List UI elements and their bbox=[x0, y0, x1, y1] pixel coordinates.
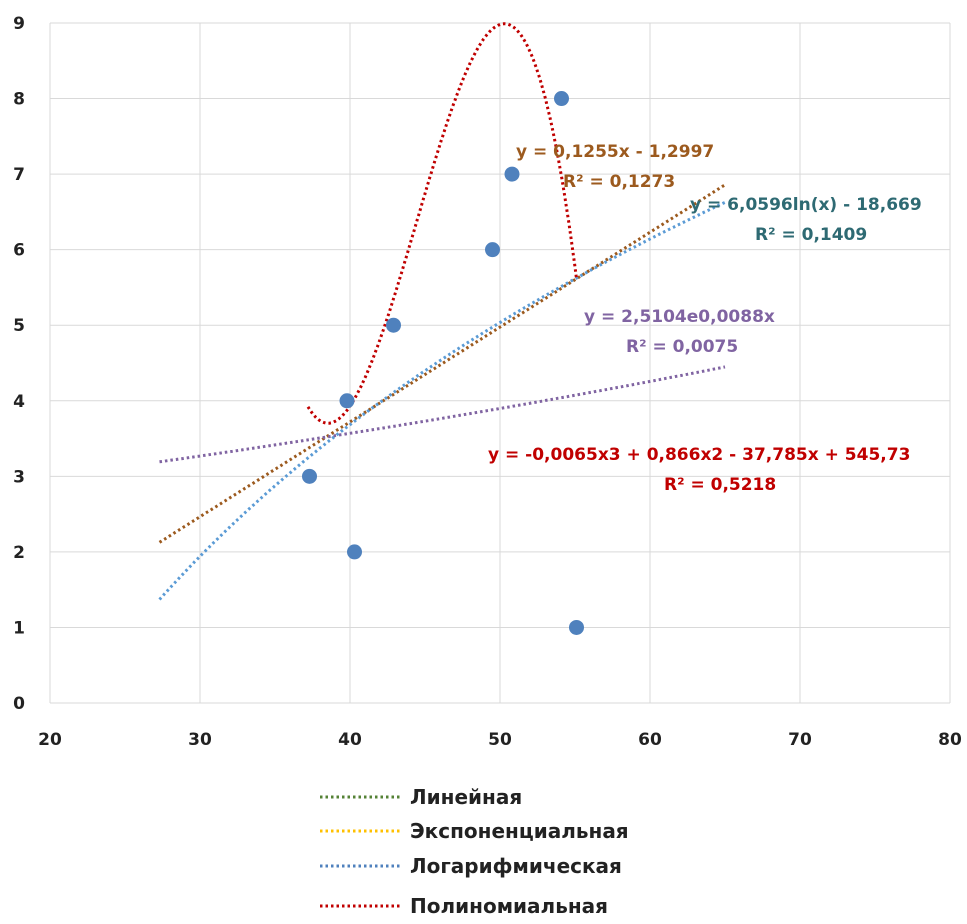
log-r2-label: R² = 0,1409 bbox=[755, 225, 867, 245]
x-tick-label-3: 50 bbox=[488, 730, 512, 750]
y-tick-label-4: 4 bbox=[13, 392, 25, 412]
data-point-2 bbox=[347, 544, 362, 560]
data-point-0 bbox=[302, 468, 317, 484]
y-tick-label-5: 5 bbox=[13, 316, 25, 336]
log-equation-label: y = 6,0596ln(x) - 18,669 bbox=[690, 195, 922, 215]
legend-label-poly: Полиномиальная bbox=[410, 894, 608, 918]
legend-label-exp: Экспоненциальная bbox=[410, 819, 629, 843]
y-tick-label-8: 8 bbox=[13, 90, 25, 110]
y-tick-label-1: 1 bbox=[13, 618, 25, 638]
x-tick-label-0: 20 bbox=[38, 730, 62, 750]
x-tick-label-6: 80 bbox=[938, 730, 962, 750]
data-point-5 bbox=[504, 166, 520, 182]
legend-item-linear: Линейная bbox=[320, 785, 522, 809]
legend-label-log: Логарифмическая bbox=[410, 854, 622, 878]
x-tick-label-4: 60 bbox=[638, 730, 662, 750]
trendline-log bbox=[158, 201, 726, 601]
x-tick-label-1: 30 bbox=[188, 730, 212, 750]
legend-item-poly: Полиномиальная bbox=[320, 894, 608, 918]
legend: Линейная Экспоненциальная Логарифмическа… bbox=[320, 785, 629, 918]
data-point-1 bbox=[339, 393, 355, 409]
y-tick-label-9: 9 bbox=[13, 14, 25, 34]
poly-equation-label: y = -0,0065x3 + 0,866x2 - 37,785x + 545,… bbox=[488, 445, 910, 465]
y-tick-label-0: 0 bbox=[13, 694, 25, 714]
legend-label-linear: Линейная bbox=[410, 785, 522, 809]
legend-item-exp: Экспоненциальная bbox=[320, 819, 629, 843]
linear-r2-label: R² = 0,1273 bbox=[563, 172, 675, 192]
y-tick-label-6: 6 bbox=[13, 241, 25, 261]
y-tick-label-7: 7 bbox=[13, 165, 25, 185]
linear-equation-label: y = 0,1255x - 1,2997 bbox=[516, 142, 714, 162]
grid bbox=[49, 22, 951, 704]
trendline-poly3 bbox=[306, 22, 578, 425]
x-tick-label-5: 70 bbox=[788, 730, 812, 750]
trendline-linear bbox=[158, 183, 726, 544]
exp-equation-label: y = 2,5104e0,0088x bbox=[584, 307, 775, 327]
data-points bbox=[302, 91, 584, 635]
exp-r2-label: R² = 0,0075 bbox=[626, 337, 738, 357]
trendline-exp bbox=[159, 365, 726, 464]
trendline-annotations: y = 0,1255x - 1,2997 R² = 0,1273 y = 6,0… bbox=[488, 142, 922, 495]
data-point-6 bbox=[554, 91, 569, 107]
axis-tick-labels: 20 30 40 50 60 70 80 0 1 2 3 4 5 6 7 8 9 bbox=[13, 14, 962, 750]
x-tick-label-2: 40 bbox=[338, 730, 362, 750]
data-point-4 bbox=[485, 242, 500, 258]
data-point-3 bbox=[386, 317, 401, 333]
poly-r2-label: R² = 0,5218 bbox=[664, 475, 776, 495]
y-tick-label-3: 3 bbox=[13, 467, 25, 487]
legend-item-log: Логарифмическая bbox=[320, 854, 622, 878]
data-point-7 bbox=[569, 619, 584, 635]
y-tick-label-2: 2 bbox=[13, 543, 25, 563]
